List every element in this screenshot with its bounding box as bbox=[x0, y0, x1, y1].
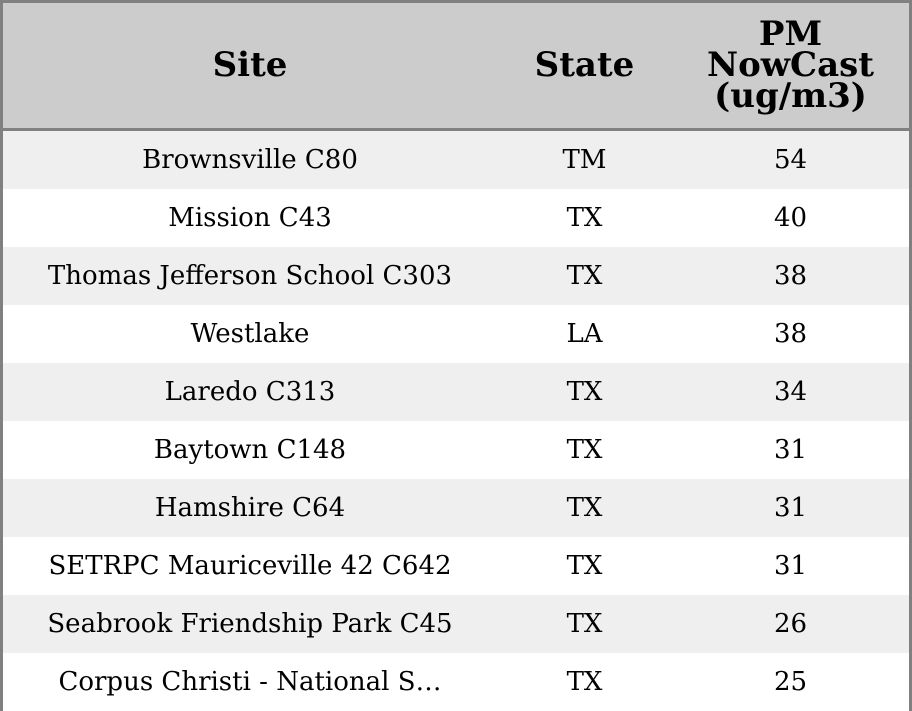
pm-cell: 54 bbox=[672, 129, 909, 189]
table-row: Westlake LA 38 bbox=[3, 305, 909, 363]
state-cell: TX bbox=[497, 537, 672, 595]
table-row: Hamshire C64 TX 31 bbox=[3, 479, 909, 537]
state-cell: TM bbox=[497, 129, 672, 189]
pm-cell: 25 bbox=[672, 653, 909, 711]
table-row: Thomas Jefferson School C303 TX 38 bbox=[3, 247, 909, 305]
site-column-header[interactable]: Site bbox=[3, 3, 497, 131]
pm-cell: 31 bbox=[672, 421, 909, 479]
table-row: Laredo C313 TX 34 bbox=[3, 363, 909, 421]
site-cell: Hamshire C64 bbox=[3, 479, 497, 537]
site-cell: Mission C43 bbox=[3, 189, 497, 247]
state-cell: TX bbox=[497, 479, 672, 537]
site-cell: Laredo C313 bbox=[3, 363, 497, 421]
pm-cell: 34 bbox=[672, 363, 909, 421]
site-cell: Westlake bbox=[3, 305, 497, 363]
table-row: SETRPC Mauriceville 42 C642 TX 31 bbox=[3, 537, 909, 595]
state-column-header[interactable]: State bbox=[497, 3, 672, 131]
table-row: Brownsville C80 TM 54 bbox=[3, 129, 909, 189]
state-cell: TX bbox=[497, 421, 672, 479]
table-header-row: Site State PM NowCast (ug/m3) bbox=[3, 3, 909, 131]
table-row: Baytown C148 TX 31 bbox=[3, 421, 909, 479]
pm-header-line: (ug/m3) bbox=[714, 76, 867, 116]
site-cell: Corpus Christi - National S… bbox=[3, 653, 497, 711]
pm-cell: 38 bbox=[672, 305, 909, 363]
site-cell: Baytown C148 bbox=[3, 421, 497, 479]
state-cell: TX bbox=[497, 189, 672, 247]
state-cell: TX bbox=[497, 363, 672, 421]
pm-cell: 26 bbox=[672, 595, 909, 653]
state-cell: TX bbox=[497, 247, 672, 305]
pm-cell: 38 bbox=[672, 247, 909, 305]
pm-cell: 31 bbox=[672, 537, 909, 595]
table-row: Mission C43 TX 40 bbox=[3, 189, 909, 247]
site-cell: Brownsville C80 bbox=[3, 129, 497, 189]
table-row: Seabrook Friendship Park C45 TX 26 bbox=[3, 595, 909, 653]
pm-cell: 40 bbox=[672, 189, 909, 247]
site-cell: Thomas Jefferson School C303 bbox=[3, 247, 497, 305]
pm-nowcast-table: Site State PM NowCast (ug/m3) Brownsvill… bbox=[3, 3, 909, 711]
site-cell: Seabrook Friendship Park C45 bbox=[3, 595, 497, 653]
state-cell: TX bbox=[497, 595, 672, 653]
site-cell: SETRPC Mauriceville 42 C642 bbox=[3, 537, 497, 595]
pm-header-line: NowCast bbox=[707, 45, 874, 85]
table-row: Corpus Christi - National S… TX 25 bbox=[3, 653, 909, 711]
state-cell: TX bbox=[497, 653, 672, 711]
pm-nowcast-column-header[interactable]: PM NowCast (ug/m3) bbox=[672, 3, 909, 131]
pm-header-line: PM bbox=[758, 14, 823, 54]
pm-cell: 31 bbox=[672, 479, 909, 537]
state-cell: LA bbox=[497, 305, 672, 363]
